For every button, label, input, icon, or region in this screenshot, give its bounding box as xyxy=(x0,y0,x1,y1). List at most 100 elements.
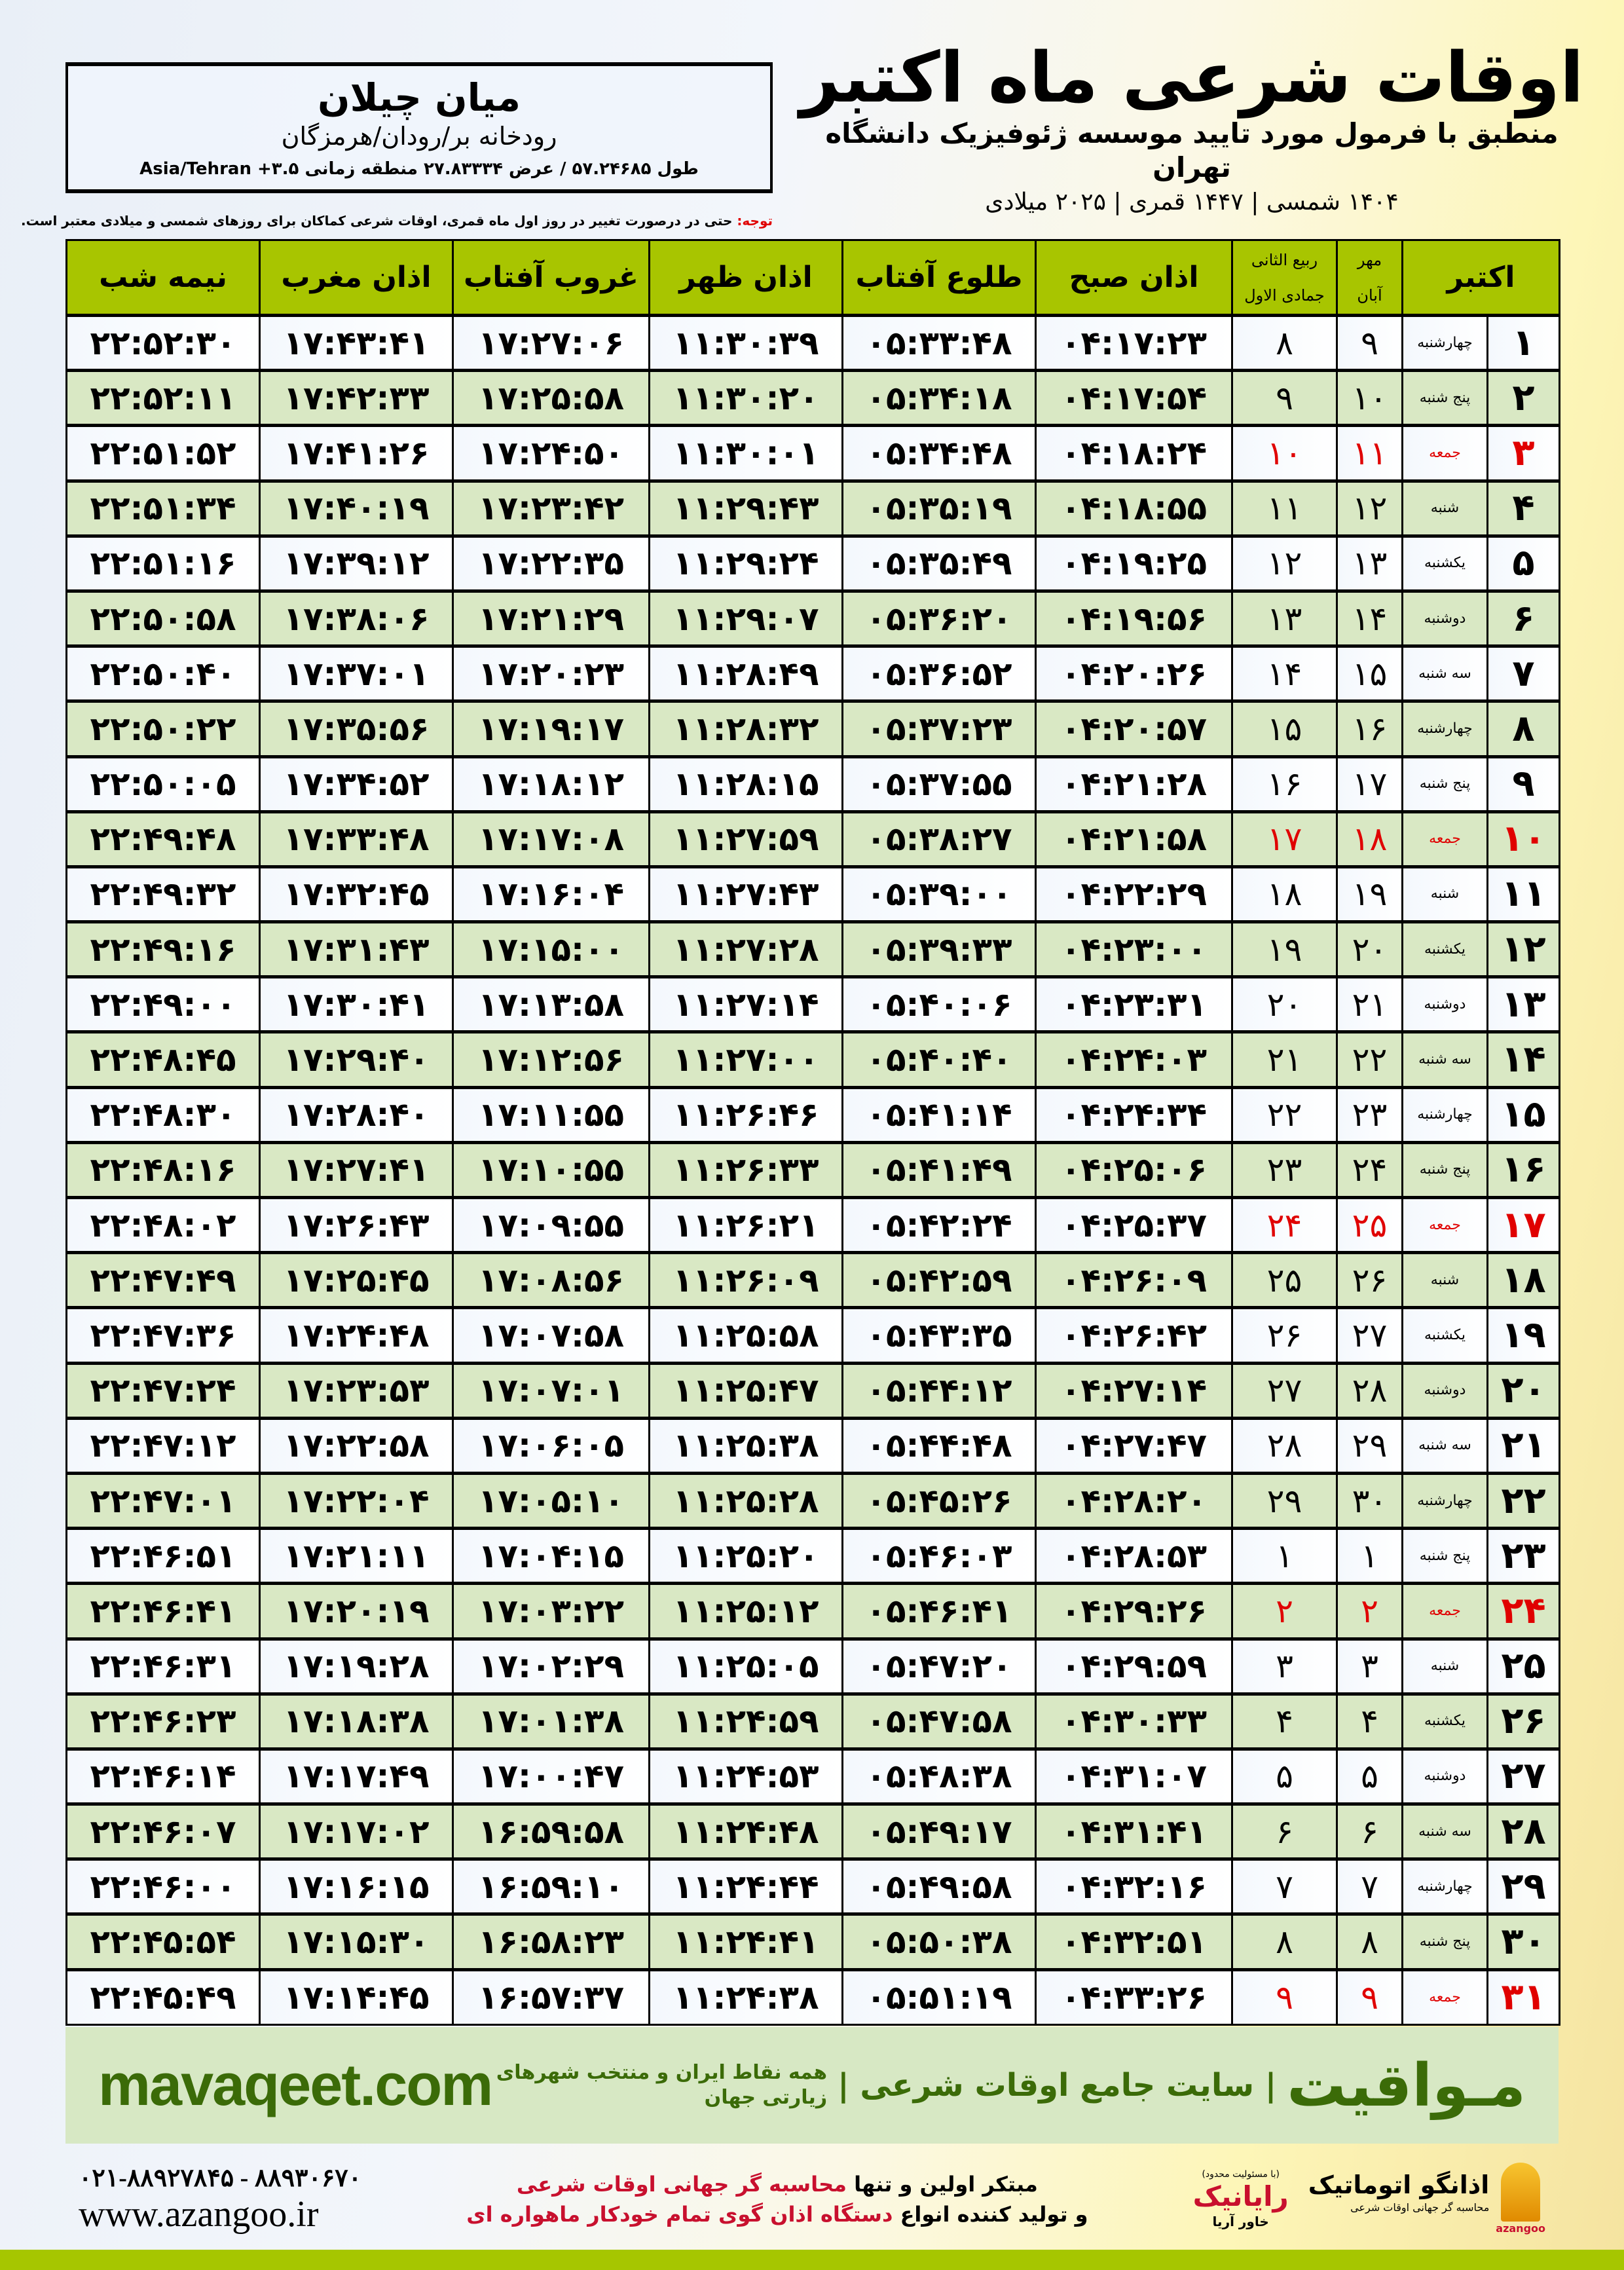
note-text: حتی در درصورت تغییر در روز اول ماه قمری،… xyxy=(21,213,737,229)
cell-maghrib: ۱۷:۴۰:۱۹ xyxy=(259,479,454,537)
cell-midnight: ۲۲:۴۶:۲۳ xyxy=(65,1692,261,1750)
table-row: ۳۰ پنج شنبه ۸ ۸ ۰۴:۳۲:۵۱ ۰۵:۵۰:۳۸ ۱۱:۲۴:۴۱ ۱۶:۵… xyxy=(65,1912,1560,1971)
cell-fajr: ۰۴:۲۵:۳۷ xyxy=(1035,1195,1233,1254)
cell-qamari-day: ۱۲ xyxy=(1231,534,1338,592)
cell-qamari-day: ۷ xyxy=(1231,1857,1338,1916)
cell-maghrib: ۱۷:۴۱:۲۶ xyxy=(259,424,454,482)
cell-shamsi-day: ۶ xyxy=(1336,1802,1403,1861)
cell-day: ۲۳ xyxy=(1486,1527,1560,1585)
cell-shamsi-day: ۱۷ xyxy=(1336,754,1403,813)
cell-sunset: ۱۶:۵۸:۲۳ xyxy=(452,1912,650,1971)
cell-midnight: ۲۲:۴۹:۳۲ xyxy=(65,865,261,923)
cell-weekday: شنبه xyxy=(1401,1637,1488,1695)
table-row: ۲۷ دوشنبه ۵ ۵ ۰۴:۳۱:۰۷ ۰۵:۴۸:۳۸ ۱۱:۲۴:۵۳ ۱۷:۰۰:… xyxy=(65,1747,1560,1806)
cell-dhuhr: ۱۱:۲۵:۴۷ xyxy=(648,1361,843,1419)
cell-qamari-day: ۴ xyxy=(1231,1692,1338,1750)
cell-day: ۳۱ xyxy=(1486,1967,1560,2026)
cell-day: ۱۶ xyxy=(1486,1140,1560,1199)
bottom-bar xyxy=(0,2250,1624,2270)
cell-fajr: ۰۴:۳۳:۲۶ xyxy=(1035,1967,1233,2026)
cell-midnight: ۲۲:۵۲:۱۱ xyxy=(65,369,261,427)
cell-midnight: ۲۲:۵۱:۵۲ xyxy=(65,424,261,482)
cell-dhuhr: ۱۱:۲۵:۰۵ xyxy=(648,1637,843,1695)
cell-midnight: ۲۲:۵۰:۵۸ xyxy=(65,589,261,648)
cell-weekday: سه شنبه xyxy=(1401,1802,1488,1861)
cell-sunrise: ۰۵:۴۷:۲۰ xyxy=(841,1637,1037,1695)
cell-maghrib: ۱۷:۲۹:۴۰ xyxy=(259,1030,454,1088)
table-row: ۳ جمعه ۱۱ ۱۰ ۰۴:۱۸:۲۴ ۰۵:۳۴:۴۸ ۱۱:۳۰:۰۱ ۱۷:۲۴:۵… xyxy=(65,424,1560,482)
cell-weekday: دوشنبه xyxy=(1401,975,1488,1033)
cell-shamsi-day: ۳ xyxy=(1336,1637,1403,1695)
header-qamari-top: ربیع الثانی xyxy=(1251,250,1318,269)
cell-day: ۲۲ xyxy=(1486,1471,1560,1530)
website-link[interactable]: www.azangoo.ir xyxy=(79,2193,319,2235)
azangoo-text: اذانگو اتوماتیک محاسبه گر جهانی اوقات شر… xyxy=(1308,2163,1490,2215)
cell-dhuhr: ۱۱:۲۴:۴۱ xyxy=(648,1912,843,1971)
cell-qamari-day: ۱۴ xyxy=(1231,644,1338,703)
cell-fajr: ۰۴:۲۷:۱۴ xyxy=(1035,1361,1233,1419)
cell-weekday: یکشنبه xyxy=(1401,1306,1488,1364)
cell-sunrise: ۰۵:۳۵:۱۹ xyxy=(841,479,1037,537)
cell-shamsi-day: ۴ xyxy=(1336,1692,1403,1750)
cell-fajr: ۰۴:۳۲:۵۱ xyxy=(1035,1912,1233,1971)
cell-fajr: ۰۴:۲۸:۲۰ xyxy=(1035,1471,1233,1530)
cell-sunset: ۱۷:۰۱:۳۸ xyxy=(452,1692,650,1750)
table-row: ۱۲ یکشنبه ۲۰ ۱۹ ۰۴:۲۳:۰۰ ۰۵:۳۹:۳۳ ۱۱:۲۷:۲۸ ۱۷:۱… xyxy=(65,920,1560,978)
cell-day: ۱۰ xyxy=(1486,809,1560,868)
cell-day: ۱۹ xyxy=(1486,1306,1560,1364)
cell-weekday: چهارشنبه xyxy=(1401,1857,1488,1916)
location-region: رودخانه بر/رودان/هرمزگان xyxy=(281,122,557,151)
cell-fajr: ۰۴:۲۸:۵۳ xyxy=(1035,1527,1233,1585)
cell-midnight: ۲۲:۴۵:۴۹ xyxy=(65,1967,261,2026)
cell-midnight: ۲۲:۴۹:۴۸ xyxy=(65,809,261,868)
prayer-times-table: اکتبر مهر آبان ربیع الثانی جمادی الاول اذا… xyxy=(65,239,1560,2026)
cell-maghrib: ۱۷:۱۶:۱۵ xyxy=(259,1857,454,1916)
cell-fajr: ۰۴:۳۱:۰۷ xyxy=(1035,1747,1233,1806)
cell-sunset: ۱۶:۵۹:۵۸ xyxy=(452,1802,650,1861)
site-url[interactable]: mavaqeet.com xyxy=(98,2052,493,2118)
cell-sunset: ۱۷:۱۶:۰۴ xyxy=(452,865,650,923)
header-sunset: غروب آفتاب xyxy=(452,239,650,316)
year-line: ۱۴۰۴ شمسی | ۱۴۴۷ قمری | ۲۰۲۵ میلادی xyxy=(985,189,1399,215)
cell-qamari-day: ۲۲ xyxy=(1231,1085,1338,1144)
cell-shamsi-day: ۱۳ xyxy=(1336,534,1403,592)
cell-sunrise: ۰۵:۴۸:۳۸ xyxy=(841,1747,1037,1806)
cell-maghrib: ۱۷:۲۰:۱۹ xyxy=(259,1582,454,1640)
cell-dhuhr: ۱۱:۳۰:۰۱ xyxy=(648,424,843,482)
cell-qamari-day: ۲۹ xyxy=(1231,1471,1338,1530)
cell-fajr: ۰۴:۱۹:۵۶ xyxy=(1035,589,1233,648)
table-row: ۵ یکشنبه ۱۳ ۱۲ ۰۴:۱۹:۲۵ ۰۵:۳۵:۴۹ ۱۱:۲۹:۲۴ ۱۷:۲۲… xyxy=(65,534,1560,592)
cell-qamari-day: ۲ xyxy=(1231,1582,1338,1640)
cell-maghrib: ۱۷:۳۱:۴۳ xyxy=(259,920,454,978)
cell-sunset: ۱۷:۰۵:۱۰ xyxy=(452,1471,650,1530)
cell-midnight: ۲۲:۵۰:۴۰ xyxy=(65,644,261,703)
azangoo-name: اذانگو اتوماتیک xyxy=(1308,2170,1490,2199)
cell-sunset: ۱۷:۲۷:۰۶ xyxy=(452,313,650,372)
cell-sunset: ۱۷:۰۶:۰۵ xyxy=(452,1416,650,1474)
cell-fajr: ۰۴:۲۰:۵۷ xyxy=(1035,699,1233,758)
cell-sunrise: ۰۵:۳۸:۲۷ xyxy=(841,809,1037,868)
cell-dhuhr: ۱۱:۲۹:۲۴ xyxy=(648,534,843,592)
cell-qamari-day: ۸ xyxy=(1231,1912,1338,1971)
cell-midnight: ۲۲:۴۶:۳۱ xyxy=(65,1637,261,1695)
cell-shamsi-day: ۱۵ xyxy=(1336,644,1403,703)
cell-midnight: ۲۲:۴۵:۵۴ xyxy=(65,1912,261,1971)
azangoo-mark: azangoo xyxy=(1496,2162,1545,2236)
cell-weekday: پنج شنبه xyxy=(1401,1912,1488,1971)
cell-sunset: ۱۷:۲۰:۲۳ xyxy=(452,644,650,703)
cell-qamari-day: ۲۵ xyxy=(1231,1251,1338,1309)
cell-shamsi-day: ۲۹ xyxy=(1336,1416,1403,1474)
contact-strip: ۰۲۱-۸۸۹۲۷۸۴۵ - ۸۸۹۳۰۶۷۰ www.azangoo.ir م… xyxy=(79,2151,1545,2246)
cell-weekday: سه شنبه xyxy=(1401,1030,1488,1088)
cell-dhuhr: ۱۱:۲۴:۵۳ xyxy=(648,1747,843,1806)
table-row: ۲۱ سه شنبه ۲۹ ۲۸ ۰۴:۲۷:۴۷ ۰۵:۴۴:۴۸ ۱۱:۲۵:۳۸ ۱۷:… xyxy=(65,1416,1560,1474)
cell-sunrise: ۰۵:۴۴:۱۲ xyxy=(841,1361,1037,1419)
ad-line1-b: محاسبه گر جهانی اوقات شرعی xyxy=(516,2171,847,2197)
cell-midnight: ۲۲:۴۷:۳۶ xyxy=(65,1306,261,1364)
cell-sunset: ۱۷:۲۴:۵۰ xyxy=(452,424,650,482)
table-row: ۱۸ شنبه ۲۶ ۲۵ ۰۴:۲۶:۰۹ ۰۵:۴۲:۵۹ ۱۱:۲۶:۰۹ ۱۷:۰۸:… xyxy=(65,1251,1560,1309)
cell-fajr: ۰۴:۱۸:۲۴ xyxy=(1035,424,1233,482)
cell-fajr: ۰۴:۲۳:۳۱ xyxy=(1035,975,1233,1033)
cell-shamsi-day: ۱ xyxy=(1336,1527,1403,1585)
cell-shamsi-day: ۲۰ xyxy=(1336,920,1403,978)
